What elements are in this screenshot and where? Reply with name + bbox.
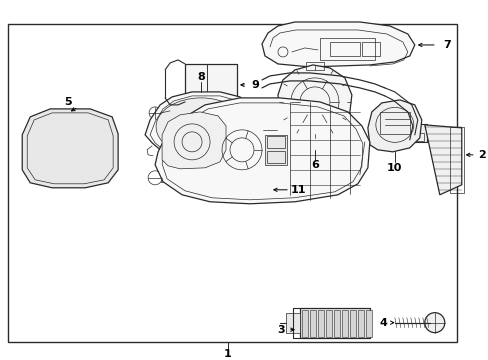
Bar — [305, 62, 323, 70]
Bar — [333, 310, 339, 337]
Bar — [361, 42, 379, 56]
Bar — [405, 133, 413, 141]
Text: 4: 4 — [379, 318, 387, 328]
Bar — [309, 310, 315, 337]
Text: 8: 8 — [197, 72, 204, 82]
Bar — [169, 110, 181, 116]
Bar — [329, 42, 359, 56]
Bar — [161, 174, 177, 182]
Bar — [317, 310, 323, 337]
Bar — [231, 174, 245, 186]
Text: 5: 5 — [64, 97, 72, 107]
Bar — [229, 172, 267, 202]
Bar — [299, 136, 329, 150]
Ellipse shape — [156, 98, 245, 156]
Polygon shape — [367, 100, 421, 152]
Polygon shape — [22, 109, 118, 188]
Polygon shape — [424, 125, 461, 195]
Bar — [264, 135, 286, 165]
Bar — [305, 137, 314, 149]
Bar — [341, 310, 347, 337]
Bar — [266, 151, 285, 163]
Bar — [317, 137, 327, 149]
Text: 6: 6 — [310, 160, 318, 170]
Bar — [449, 127, 463, 193]
Bar — [230, 173, 246, 201]
Bar — [299, 78, 309, 86]
Text: 1: 1 — [224, 348, 231, 359]
Bar — [324, 78, 334, 86]
Text: 9: 9 — [250, 80, 259, 90]
Bar — [249, 188, 264, 200]
Bar — [301, 310, 307, 337]
Circle shape — [424, 313, 444, 333]
Text: 11: 11 — [289, 185, 305, 195]
Bar — [275, 126, 291, 134]
Polygon shape — [155, 98, 369, 204]
Bar — [249, 174, 264, 186]
Polygon shape — [145, 92, 258, 163]
Bar — [365, 310, 371, 337]
Bar — [266, 136, 285, 148]
Bar — [248, 173, 264, 201]
Bar — [415, 133, 423, 141]
Bar — [349, 310, 355, 337]
Bar — [299, 308, 369, 338]
Polygon shape — [277, 65, 351, 140]
Bar — [8, 24, 456, 342]
Bar — [319, 38, 374, 60]
Bar — [299, 308, 369, 338]
Text: 3: 3 — [277, 325, 284, 335]
Text: 10: 10 — [386, 163, 402, 173]
Polygon shape — [162, 112, 225, 169]
Bar — [238, 166, 260, 174]
Bar — [357, 310, 363, 337]
Text: 7: 7 — [442, 40, 450, 50]
Bar — [231, 188, 245, 200]
Bar — [184, 64, 237, 102]
Bar — [404, 124, 426, 142]
Bar — [206, 64, 237, 102]
Bar — [325, 310, 331, 337]
Polygon shape — [262, 22, 414, 67]
Text: 2: 2 — [477, 150, 485, 160]
Bar — [379, 112, 409, 134]
Bar — [184, 64, 206, 102]
Bar — [285, 313, 299, 333]
